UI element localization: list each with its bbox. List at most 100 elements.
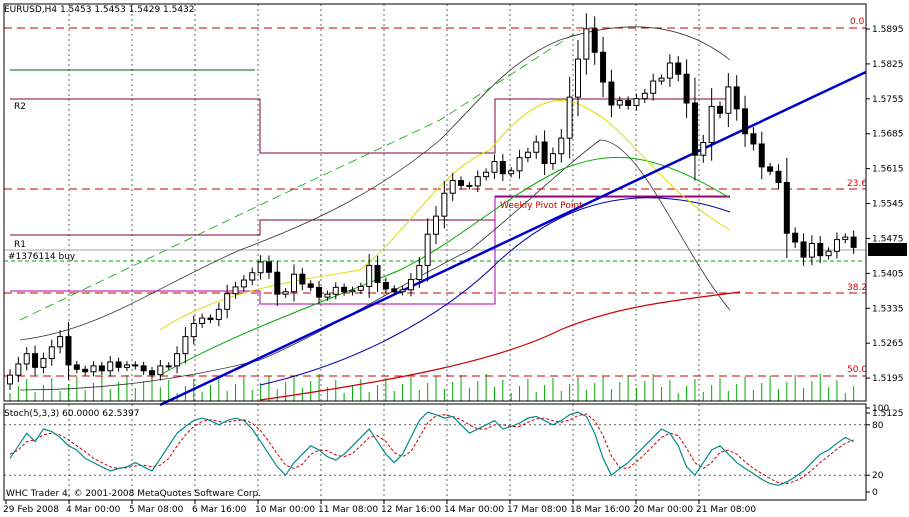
candle-body (215, 308, 222, 321)
x-tick-label: 20 Mar 00:00 (633, 505, 693, 515)
candle-body (825, 250, 832, 257)
candle-body (483, 171, 490, 178)
y-tick-label: 1.5125 (872, 409, 904, 419)
bollinger-upper (19, 26, 731, 341)
candle-body (416, 264, 423, 281)
candle-body (842, 236, 849, 241)
candle-body (625, 100, 632, 106)
candle-body (466, 184, 473, 187)
x-tick-label: 10 Mar 00:00 (255, 505, 315, 515)
ma-long (259, 291, 741, 401)
candle-body (299, 273, 306, 285)
stoch-main-line (9, 411, 854, 486)
volume-bars (9, 374, 855, 401)
candle-body (282, 291, 289, 295)
candle-body (666, 62, 673, 79)
candle-body (800, 241, 807, 258)
ma-medium (259, 197, 731, 386)
stoch-frame (3, 403, 867, 501)
x-tick-label: 11 Mar 08:00 (318, 505, 378, 515)
stoch-tick-label: 100 (872, 404, 889, 414)
y-tick-label: 1.5335 (872, 304, 904, 314)
candle-body (583, 28, 590, 60)
candle-body (374, 264, 381, 283)
stoch-tick-label: 20 (872, 471, 884, 481)
candle-body (783, 182, 790, 234)
candle-body (742, 108, 749, 135)
candle-body (224, 293, 231, 310)
ma-short (159, 157, 731, 376)
candle-body (182, 336, 189, 355)
candle-body (566, 96, 573, 139)
fib-label-500: 50.0 (847, 365, 867, 375)
candle-body (708, 105, 715, 144)
candle-body (265, 261, 272, 273)
stochastic-panel (9, 411, 854, 486)
candle-body (700, 142, 707, 156)
stoch-header: Stoch(5,3,3) 60.0000 62.5397 (4, 409, 139, 419)
candle-body (641, 92, 648, 100)
candle-body (366, 264, 373, 287)
candle-body (508, 170, 515, 175)
candle-body (90, 365, 97, 373)
candle-body (32, 353, 39, 368)
candle-body (717, 105, 723, 114)
candle-body (15, 363, 22, 376)
candle-body (691, 102, 698, 156)
candle-body (391, 288, 398, 293)
candle-body (407, 279, 414, 291)
stoch-tick-label: 80 (872, 421, 884, 431)
x-tick-label: 21 Mar 08:00 (696, 505, 756, 515)
copyright-text: WHC Trader 4, © 2001-2008 MetaQuotes Sof… (6, 489, 261, 499)
axes: 1.5895 1.5825 1.5755 1.5685 1.5615 1.5545 1.54… (3, 3, 904, 515)
candle-body (332, 286, 339, 295)
candle-body (658, 77, 665, 82)
candle-body (349, 289, 356, 293)
candle-body (240, 279, 247, 288)
candle-body (291, 273, 297, 293)
candle-body (73, 364, 80, 370)
x-tick-label: 12 Mar 16:00 (381, 505, 441, 515)
candle-body (758, 143, 765, 168)
annotation-r2: R2 (14, 102, 26, 112)
x-tick-label: 14 Mar 00:00 (444, 505, 504, 515)
fib-label-0: 0.0 (850, 17, 865, 27)
y-tick-label: 1.5195 (872, 374, 904, 384)
y-tick-label: 1.5265 (872, 339, 904, 349)
y-tick-label: 1.5685 (872, 130, 904, 140)
y-tick-label: 1.5825 (872, 60, 904, 70)
candle-body (533, 141, 540, 153)
candle-body (48, 346, 55, 360)
candle-body (232, 286, 239, 295)
candle-body (199, 317, 206, 324)
stoch-signal-line (9, 413, 854, 485)
annotation-r1: R1 (14, 240, 26, 250)
candle-body (650, 80, 657, 94)
candle-body (190, 322, 197, 338)
candle-body (616, 100, 623, 106)
candle-body (808, 242, 815, 258)
candlesticks (7, 13, 857, 390)
candle-body (115, 361, 122, 368)
candle-body (850, 236, 857, 248)
x-tick-label: 6 Mar 16:00 (192, 505, 247, 515)
candle-body (107, 361, 114, 372)
fib-label-382: 38.2 (847, 283, 867, 293)
price-frame (3, 3, 867, 402)
candle-body (474, 176, 481, 187)
candle-body (23, 353, 30, 365)
candle-body (274, 271, 281, 295)
candle-body (433, 215, 439, 235)
candle-body (833, 239, 840, 252)
candle-body (792, 232, 799, 243)
current-price-label: 1.5432 (873, 246, 905, 256)
candle-body (558, 137, 565, 155)
y-tick-label: 1.5405 (872, 269, 904, 279)
grid-layer (4, 4, 866, 500)
candle-body (65, 336, 72, 366)
candle-body (123, 364, 130, 368)
candle-body (341, 286, 348, 293)
y-tick-label: 1.5755 (872, 95, 904, 105)
